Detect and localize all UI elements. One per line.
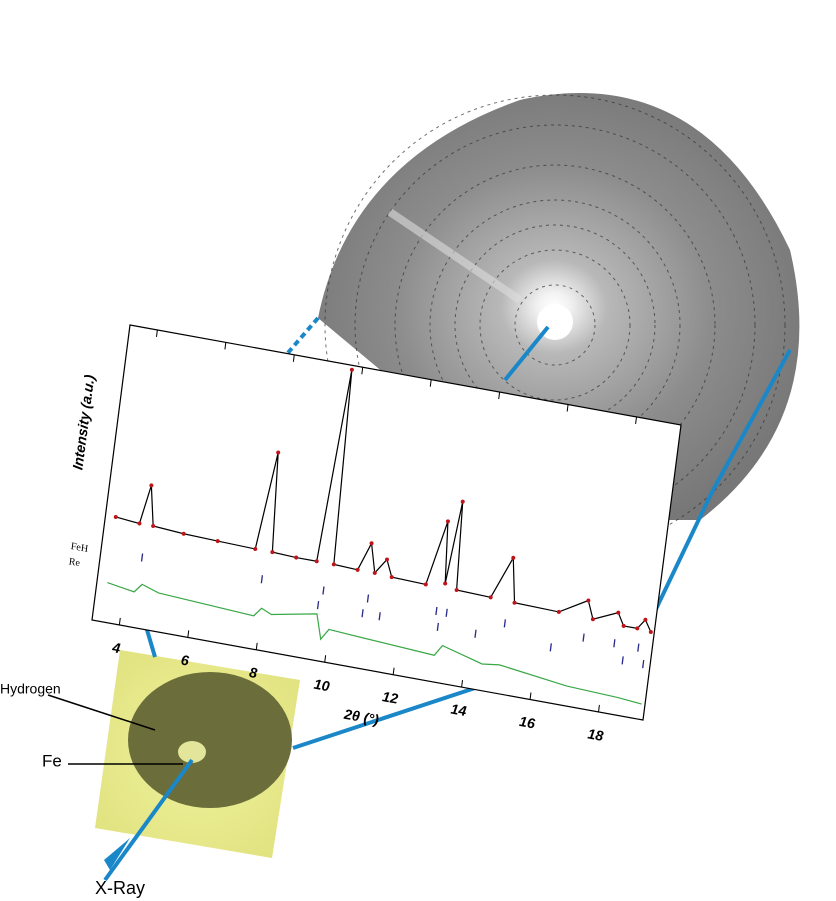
phase-label: FeH [70, 541, 89, 555]
x-tick [566, 404, 569, 412]
data-point [556, 609, 561, 614]
reflection-tick [366, 594, 370, 603]
data-point [137, 521, 142, 526]
data-point [181, 531, 186, 536]
reflection-tick [621, 656, 624, 665]
x-tick-label: 16 [518, 714, 536, 733]
sample-photo [95, 650, 300, 858]
reflection-tick [436, 622, 440, 631]
reflection-tick [474, 629, 477, 638]
reflection-tick [613, 639, 616, 648]
data-point [314, 559, 319, 564]
reflection-tick [503, 619, 507, 628]
reflection-tick [322, 586, 325, 595]
x-tick [529, 692, 532, 700]
data-point [276, 450, 281, 455]
data-point [454, 587, 459, 593]
data-point [460, 499, 465, 504]
x-tick-label: 10 [313, 677, 331, 696]
data-point [443, 581, 448, 586]
x-tick-label: 4 [110, 640, 121, 657]
data-point [512, 600, 517, 605]
beam-lines [120, 316, 792, 547]
data-point [445, 519, 450, 524]
reflection-tick [582, 633, 585, 642]
x-tick-label: 8 [248, 665, 258, 682]
reflection-tick [445, 608, 448, 617]
reflection-tick [549, 643, 552, 652]
x-tick [461, 679, 464, 688]
data-point [270, 550, 275, 555]
data-point [215, 539, 220, 544]
label-xray: X-Ray [95, 878, 145, 898]
x-tick [392, 667, 395, 675]
data-point [149, 483, 154, 488]
data-point [389, 575, 394, 580]
x-tick [429, 379, 432, 387]
label-hydrogen: Hydrogen [0, 681, 61, 697]
x-tick-label: 14 [450, 702, 468, 721]
data-point [384, 557, 390, 562]
data-point [151, 523, 156, 529]
reflection-tick [361, 609, 364, 618]
data-point [643, 617, 648, 622]
x-tick [118, 617, 121, 626]
series-line [107, 581, 642, 705]
data-point [621, 623, 626, 628]
x-tick [155, 329, 158, 338]
plot-frame [91, 324, 682, 721]
data-point [511, 555, 516, 560]
y-axis-label: Intensity (a.u.) [70, 373, 98, 471]
data-point [369, 541, 374, 546]
x-tick [187, 630, 190, 638]
data-point [294, 555, 299, 560]
x-tick [224, 342, 227, 350]
reflection-tick [637, 643, 640, 652]
x-tick [324, 655, 327, 663]
data-point [253, 546, 258, 552]
label-fe: Fe [42, 751, 62, 770]
data-point [349, 367, 354, 372]
reflection-tick [435, 606, 438, 616]
x-tick [255, 642, 258, 650]
x-tick [361, 367, 364, 375]
x-tick-label: 6 [180, 653, 190, 670]
data-point [635, 626, 640, 631]
reflection-tick [140, 553, 144, 562]
data-point [331, 562, 336, 567]
data-point [355, 567, 360, 572]
x-tick [635, 416, 638, 425]
x-axis-label: 2θ (°) [342, 707, 380, 729]
reflection-tick [378, 612, 381, 621]
data-point [648, 629, 653, 635]
x-tick [292, 354, 295, 362]
reflection-tick [260, 575, 264, 584]
x-tick-label: 12 [381, 689, 399, 708]
x-tick [498, 391, 501, 400]
x-tick-label: 18 [587, 726, 605, 745]
data-point [423, 582, 428, 587]
data-point [616, 610, 621, 615]
reflection-tick [316, 601, 320, 610]
data-point [590, 617, 595, 622]
phase-label: Re [68, 556, 81, 569]
reflection-tick [642, 660, 645, 669]
data-point [488, 595, 493, 600]
data-point [113, 514, 118, 520]
data-point [372, 570, 377, 575]
x-tick [598, 704, 600, 713]
data-point [586, 598, 591, 603]
series-line [115, 369, 652, 633]
